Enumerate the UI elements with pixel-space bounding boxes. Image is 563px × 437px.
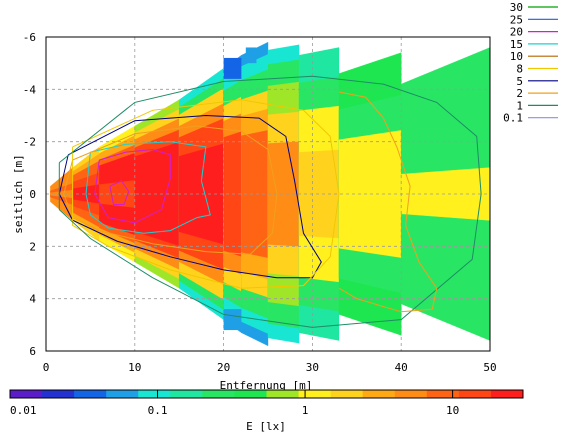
colorbar-segment — [138, 390, 171, 398]
colorbar-segment — [106, 390, 139, 398]
colorbar-tick-label: 0.1 — [148, 404, 168, 417]
x-tick-label: 40 — [395, 361, 408, 374]
legend-level-label: 30 — [510, 1, 523, 14]
heatmap-bands — [50, 41, 491, 347]
heatmap-tip — [245, 47, 257, 64]
legend-level-label: 5 — [516, 75, 523, 88]
x-tick-label: 20 — [217, 361, 230, 374]
grid-lines — [46, 37, 490, 351]
contour-line — [94, 148, 171, 224]
y-tick-label: 6 — [29, 345, 36, 358]
contour-line — [109, 180, 130, 205]
colorbar-segment — [394, 390, 428, 398]
colorbar-segment — [42, 390, 75, 398]
y-axis-label: seitlich [m] — [12, 154, 25, 233]
colorbar-tick-label: 10 — [446, 404, 459, 417]
y-tick-label: -6 — [23, 31, 36, 44]
colorbar-segment — [362, 390, 396, 398]
contour-line — [338, 91, 438, 313]
legend-level-label: 10 — [510, 50, 523, 63]
colorbar-segment — [202, 390, 235, 398]
heatmap-tip — [223, 57, 242, 79]
colorbar-segment — [490, 390, 524, 398]
legend-level-label: 20 — [510, 26, 523, 39]
colorbar-tick-labels: 0.01 0.1 1 10 — [9, 390, 459, 417]
legend-level-label: 2 — [516, 87, 523, 100]
contour-lines — [58, 75, 482, 328]
x-tick-label: 10 — [128, 361, 141, 374]
heatmap-tip — [223, 309, 242, 331]
colorbar-segment — [74, 390, 107, 398]
legend-level-label: 15 — [510, 38, 523, 51]
contour-line — [58, 75, 482, 328]
y-tick-label: 4 — [29, 293, 36, 306]
colorbar-segment — [266, 390, 299, 398]
legend-level-label: 8 — [516, 63, 523, 76]
contour-line — [63, 125, 278, 255]
colorbar-segment — [170, 390, 203, 398]
contour-line — [58, 114, 322, 279]
y-tick-label: -4 — [23, 83, 37, 96]
y-tick-labels: -6 -4 -2 0 2 4 6 — [23, 31, 37, 358]
colorbar-segment — [426, 390, 460, 398]
y-tick-label: 0 — [29, 188, 36, 201]
colorbar-tick-label: 0.01 — [10, 404, 37, 417]
heatmap-cell — [99, 180, 136, 208]
colorbar-segment — [298, 390, 332, 398]
heatmap-tips — [223, 47, 257, 331]
legend-level-label: 0.1 — [503, 112, 523, 125]
x-tick-label: 50 — [483, 361, 496, 374]
contour-line — [85, 141, 211, 234]
colorbar-segment — [234, 390, 267, 398]
y-tick-label: 2 — [29, 240, 36, 253]
x-axis-label: Entfernung [m] — [220, 379, 313, 392]
colorbar-label: E [lx] — [246, 420, 286, 433]
legend-level-label: 1 — [516, 99, 523, 112]
legend-level-label: 25 — [510, 13, 523, 26]
colorbar-tick-label: 1 — [302, 404, 309, 417]
colorbar-segment — [458, 390, 492, 398]
y-tick-label: -2 — [23, 136, 36, 149]
x-tick-labels: 0 10 20 30 40 50 — [43, 361, 497, 374]
colorbar-segment — [330, 390, 364, 398]
plot-frame — [45, 36, 491, 352]
x-tick-label: 0 — [43, 361, 50, 374]
colorbar-segment — [10, 390, 43, 398]
contour-line — [72, 99, 340, 289]
x-tick-label: 30 — [306, 361, 319, 374]
colorbar — [9, 389, 524, 399]
